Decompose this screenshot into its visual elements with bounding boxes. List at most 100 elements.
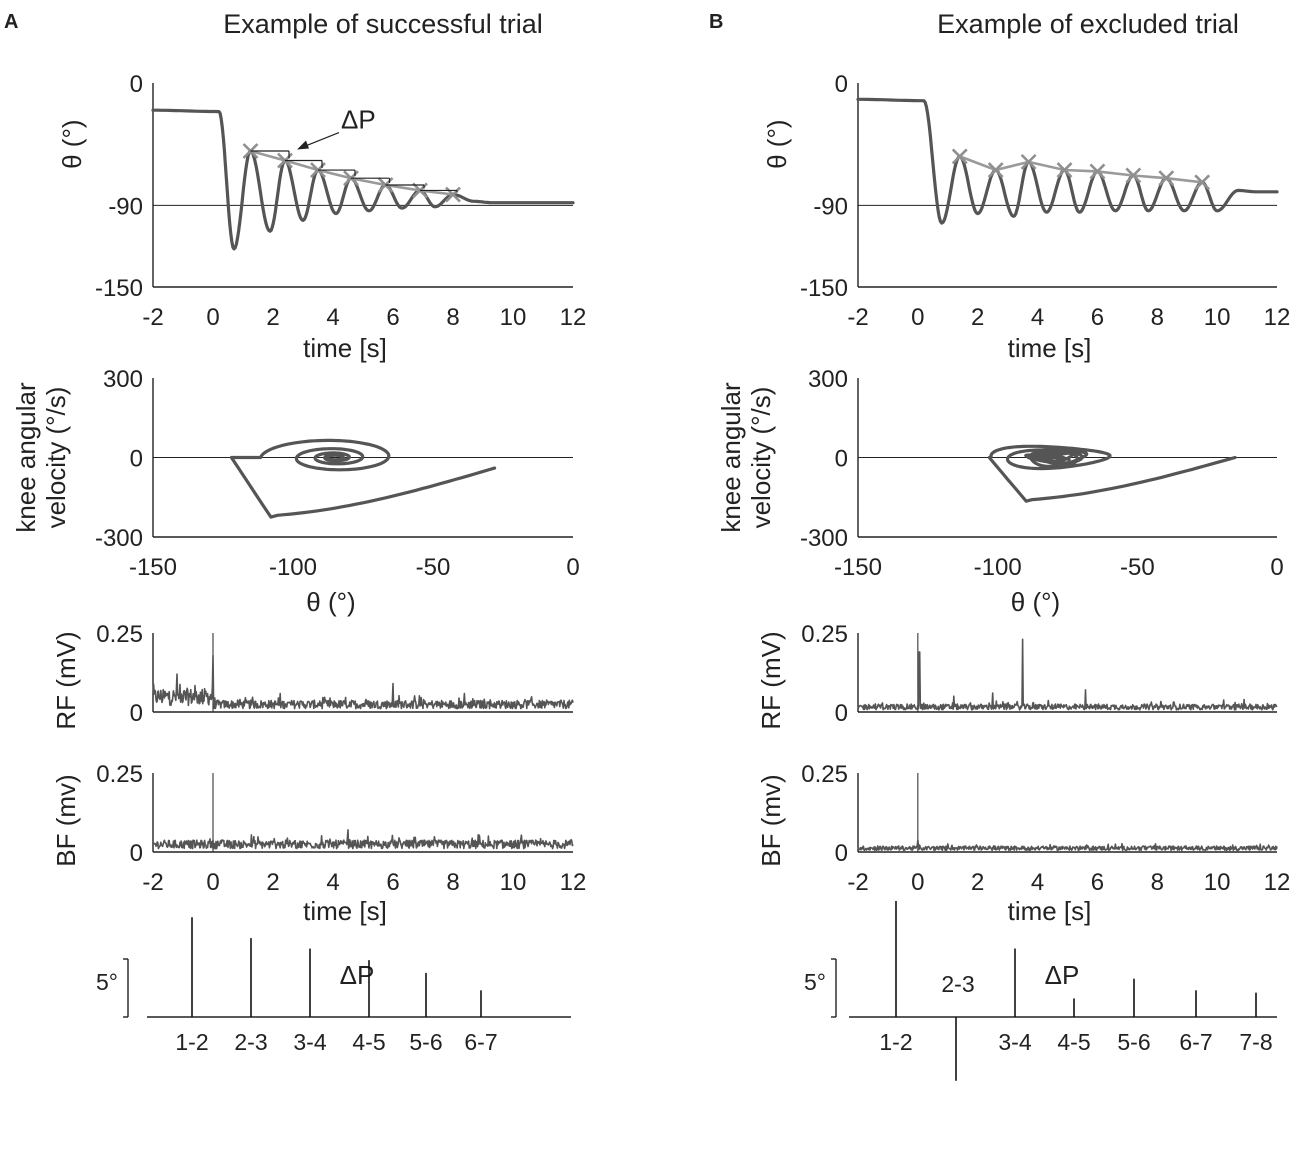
knee-angle-trace	[856, 97, 1279, 225]
phase-plot: 300 0 -300-150 -100 -50 0 θ (°) knee angular vel…	[716, 366, 1284, 617]
panel-title: Example of excluded trial	[937, 9, 1239, 39]
knee-angle-chart: 0 -90 -150 θ (°) -2 0 2 4 6 8 10 12 time [s] ΔP	[57, 71, 586, 363]
scale-bar-label: 5°	[96, 969, 118, 995]
delta-p-bar-label: 7-8	[1239, 1029, 1272, 1055]
delta-p-bar-label: 6-7	[1179, 1029, 1212, 1055]
x-tick-label: -2	[847, 304, 868, 331]
x-tick-label: -150	[834, 554, 882, 581]
x-tick-label: 10	[500, 869, 527, 896]
x-axis-label: time [s]	[1008, 896, 1092, 926]
phase-spiral	[229, 438, 497, 519]
x-tick-label: 2	[266, 304, 279, 331]
delta-p-bar-label: 1-2	[879, 1029, 912, 1055]
delta-p-arrowhead	[297, 140, 309, 150]
delta-p-marker	[420, 189, 458, 193]
x-tick-label: 12	[1264, 304, 1291, 331]
x-tick-label: 4	[326, 869, 339, 896]
y-tick-label: -300	[800, 525, 848, 552]
peak-marker-stroke	[1089, 163, 1106, 180]
peak-marker	[1158, 170, 1175, 187]
delta-p-bar-label: 2-3	[234, 1029, 267, 1055]
y-axis-label-line2: velocity (°/s)	[746, 387, 776, 529]
y-tick-label: -90	[813, 193, 848, 220]
rf-emg-trace	[152, 654, 574, 710]
panel-letter: A	[4, 11, 18, 33]
x-tick-label: 10	[1204, 869, 1231, 896]
y-axis-label: BF (mv)	[51, 774, 81, 866]
x-tick-label: 0	[1270, 554, 1283, 581]
peak-marker	[951, 148, 968, 165]
bf-emg-trace	[857, 839, 1278, 852]
y-tick-label: 0	[835, 840, 848, 867]
y-tick-label: 0.25	[801, 621, 848, 648]
phase-plot: 300 0 -300-150 -100 -50 0 θ (°) knee angular vel…	[11, 366, 580, 617]
x-axis-label: time [s]	[303, 333, 387, 363]
delta-p-marker	[351, 177, 391, 183]
panel-B: B Example of excluded trial 0 -90 -150 θ (°) -…	[709, 9, 1290, 1081]
rf-emg-chart: 0.25 0 RF (mV)	[51, 621, 574, 730]
delta-p-marker	[285, 159, 323, 169]
peak-marker	[1056, 162, 1073, 178]
delta-p-bar-label: 6-7	[464, 1029, 497, 1055]
peak-marker-stroke	[1056, 162, 1073, 178]
panel-letter: B	[709, 11, 723, 33]
y-tick-label: 0	[835, 446, 848, 473]
y-axis-label-line1: knee angular	[716, 382, 746, 533]
y-tick-label: 0	[130, 700, 143, 727]
delta-p-bar-label: 5-6	[1117, 1029, 1150, 1055]
peak-marker-stroke	[987, 162, 1004, 178]
panel-title: Example of successful trial	[223, 9, 543, 39]
x-tick-label: 2	[971, 304, 984, 331]
x-tick-label: 12	[560, 869, 587, 896]
delta-p-marker	[318, 169, 356, 177]
delta-p-chart: ΔP5°1-2 2-3 3-4 4-5 5-6 6-7	[96, 917, 571, 1055]
delta-p-chart: ΔP 5° 1-2 2-3 3-4 4-5 5-6 6-7 7-8	[804, 901, 1277, 1081]
y-axis-label: BF (mv)	[756, 774, 786, 866]
x-tick-label: 0	[566, 554, 579, 581]
y-tick-label: -150	[95, 275, 143, 302]
x-tick-label: -50	[1120, 554, 1155, 581]
x-tick-label: 12	[1264, 869, 1291, 896]
y-tick-label: 0	[130, 446, 143, 473]
peak-marker-stroke	[1194, 174, 1211, 191]
y-tick-label: 0.25	[801, 761, 848, 788]
peak-marker	[987, 162, 1004, 178]
delta-p-annotation: ΔP	[341, 105, 376, 135]
x-tick-label: 2	[266, 869, 279, 896]
x-tick-label: -150	[129, 554, 177, 581]
y-tick-label: 0.25	[96, 621, 143, 648]
peak-marker-stroke	[951, 148, 968, 165]
x-tick-label: -100	[974, 554, 1022, 581]
scale-bar	[123, 958, 129, 1018]
rf-emg-trace	[857, 638, 1278, 711]
y-tick-label: 300	[103, 366, 143, 393]
y-tick-label: 0.25	[96, 761, 143, 788]
x-tick-label: 12	[560, 304, 587, 331]
scale-bar	[831, 958, 837, 1018]
y-tick-label: 300	[808, 366, 848, 393]
x-axis-label: θ (°)	[306, 587, 355, 617]
peak-marker-stroke	[445, 186, 461, 203]
x-tick-label: 4	[1031, 304, 1044, 331]
x-tick-label: 2	[971, 869, 984, 896]
x-tick-label: 8	[446, 869, 459, 896]
delta-p-bar-label: 4-5	[1057, 1029, 1090, 1055]
delta-p-bar-label: 5-6	[409, 1029, 442, 1055]
x-tick-label: 0	[206, 869, 219, 896]
y-tick-label: 0	[130, 71, 143, 98]
scale-bar-label: 5°	[804, 969, 826, 995]
y-tick-label: 0	[835, 700, 848, 727]
delta-p-bar-label: 1-2	[175, 1029, 208, 1055]
x-tick-label: -2	[142, 869, 163, 896]
x-tick-label: 6	[1091, 304, 1104, 331]
peak-marker-stroke	[1158, 170, 1175, 187]
x-tick-label: 10	[500, 304, 527, 331]
peak-marker	[1125, 167, 1142, 184]
x-axis-label: θ (°)	[1011, 587, 1060, 617]
peak-marker	[1089, 163, 1106, 180]
x-tick-label: -50	[416, 554, 451, 581]
knee-angle-chart: 0 -90 -150 θ (°) -2 0 2 4 6 8 10 12 time [s]	[762, 71, 1290, 363]
x-tick-label: 10	[1204, 304, 1231, 331]
